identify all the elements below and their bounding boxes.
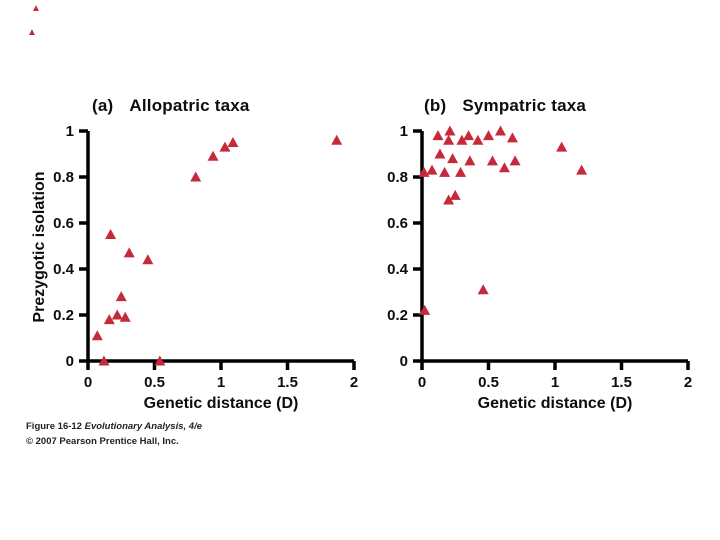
scatter-point [498,162,510,173]
scatter-point [477,284,489,295]
x-tick-label: 0 [84,374,92,391]
scatter-point [105,229,117,240]
scatter-point [331,134,343,145]
x-tick-label: 1.5 [277,374,298,391]
scatter-point [576,164,588,175]
scatter-point [556,141,568,152]
scatter-point [111,309,123,320]
x-axis-label: Genetic distance (D) [144,395,299,412]
red-triangle-mark-1: ▲ [31,3,41,14]
scatter-point [115,291,127,302]
scatter-point [483,130,494,141]
scatter-point [91,330,103,341]
panel-tag-a: (a) [92,96,114,115]
x-tick-label: 0.5 [478,374,499,391]
caption-line-1: Figure 16-12 Evolutionary Analysis, 4/e [26,420,202,435]
caption-figure-number: Figure 16-12 [26,421,82,432]
scatter-point [486,155,498,166]
scatter-point [456,134,468,145]
scatter-point [494,125,506,136]
scatter-point [449,189,461,200]
axis-line [86,131,354,363]
panel-title-b: Sympatric taxa [462,96,587,115]
scatter-point [444,125,456,136]
x-axis-label: Genetic distance (D) [478,395,633,412]
scatter-point [119,311,131,322]
caption-copyright: © 2007 Pearson Prentice Hall, Inc. [26,435,179,447]
y-tick-label: 0.4 [387,261,409,278]
chart-title-allopatric: (a) Allopatric taxa [92,96,250,116]
scatter-point [447,153,459,164]
panel-tag-b: (b) [424,96,447,115]
scatter-point [509,155,521,166]
scatter-point [439,166,451,177]
scatter-point [464,155,476,166]
scatter-point [142,254,154,265]
scatter-point [154,355,166,366]
y-tick-label: 0.4 [53,261,75,278]
scatter-point [443,194,455,205]
red-triangle-mark-2: ▲ [27,27,37,38]
x-tick-label: 1.5 [611,374,632,391]
y-tick-label: 1 [66,123,74,140]
scatter-point [434,148,446,159]
scatter-point [463,130,475,141]
caption-book-title: Evolutionary Analysis, 4/e [84,421,202,432]
scatter-point [426,164,438,175]
figure-caption: Figure 16-12 Evolutionary Analysis, 4/e … [26,420,202,449]
scatter-point [190,171,202,182]
x-tick-label: 0.5 [144,374,165,391]
y-tick-label: 0 [400,353,408,370]
scatter-point [443,134,455,145]
scatter-point [419,304,431,315]
axis-line [420,131,688,363]
scatter-point [98,355,110,366]
y-tick-label: 0.2 [387,307,408,324]
x-tick-label: 2 [350,374,358,391]
y-tick-label: 0.2 [53,307,74,324]
scatter-point [227,137,239,148]
scatter-point [103,314,115,325]
y-tick-label: 0.6 [53,215,74,232]
scatter-plot-allopatric: 0 0.5 1 1.5 2 0 0.2 0.4 0.6 0.8 1 Genetic distance … [53,123,358,412]
scatter-point [207,150,219,161]
panel-title-a: Allopatric taxa [129,96,250,115]
scatter-point [472,134,484,145]
scatter-point [123,247,135,258]
y-tick-label: 0.8 [387,169,408,186]
y-tick-label: 1 [400,123,408,140]
x-tick-label: 0 [418,374,426,391]
scatter-point [455,166,467,177]
scatter-point [219,141,231,152]
scatter-point [418,166,430,177]
y-tick-label: 0 [66,353,74,370]
y-tick-label: 0.8 [53,169,74,186]
x-tick-label: 1 [551,374,559,391]
x-tick-label: 1 [217,374,225,391]
y-tick-label: 0.6 [387,215,408,232]
chart-title-sympatric: (b) Sympatric taxa [424,96,586,116]
x-tick-label: 2 [684,374,692,391]
scatter-plot-sympatric: 0 0.5 1 1.5 2 0 0.2 0.4 0.6 0.8 1 Genetic distance … [387,123,692,412]
scatter-point [506,132,518,143]
scatter-point [432,130,444,141]
